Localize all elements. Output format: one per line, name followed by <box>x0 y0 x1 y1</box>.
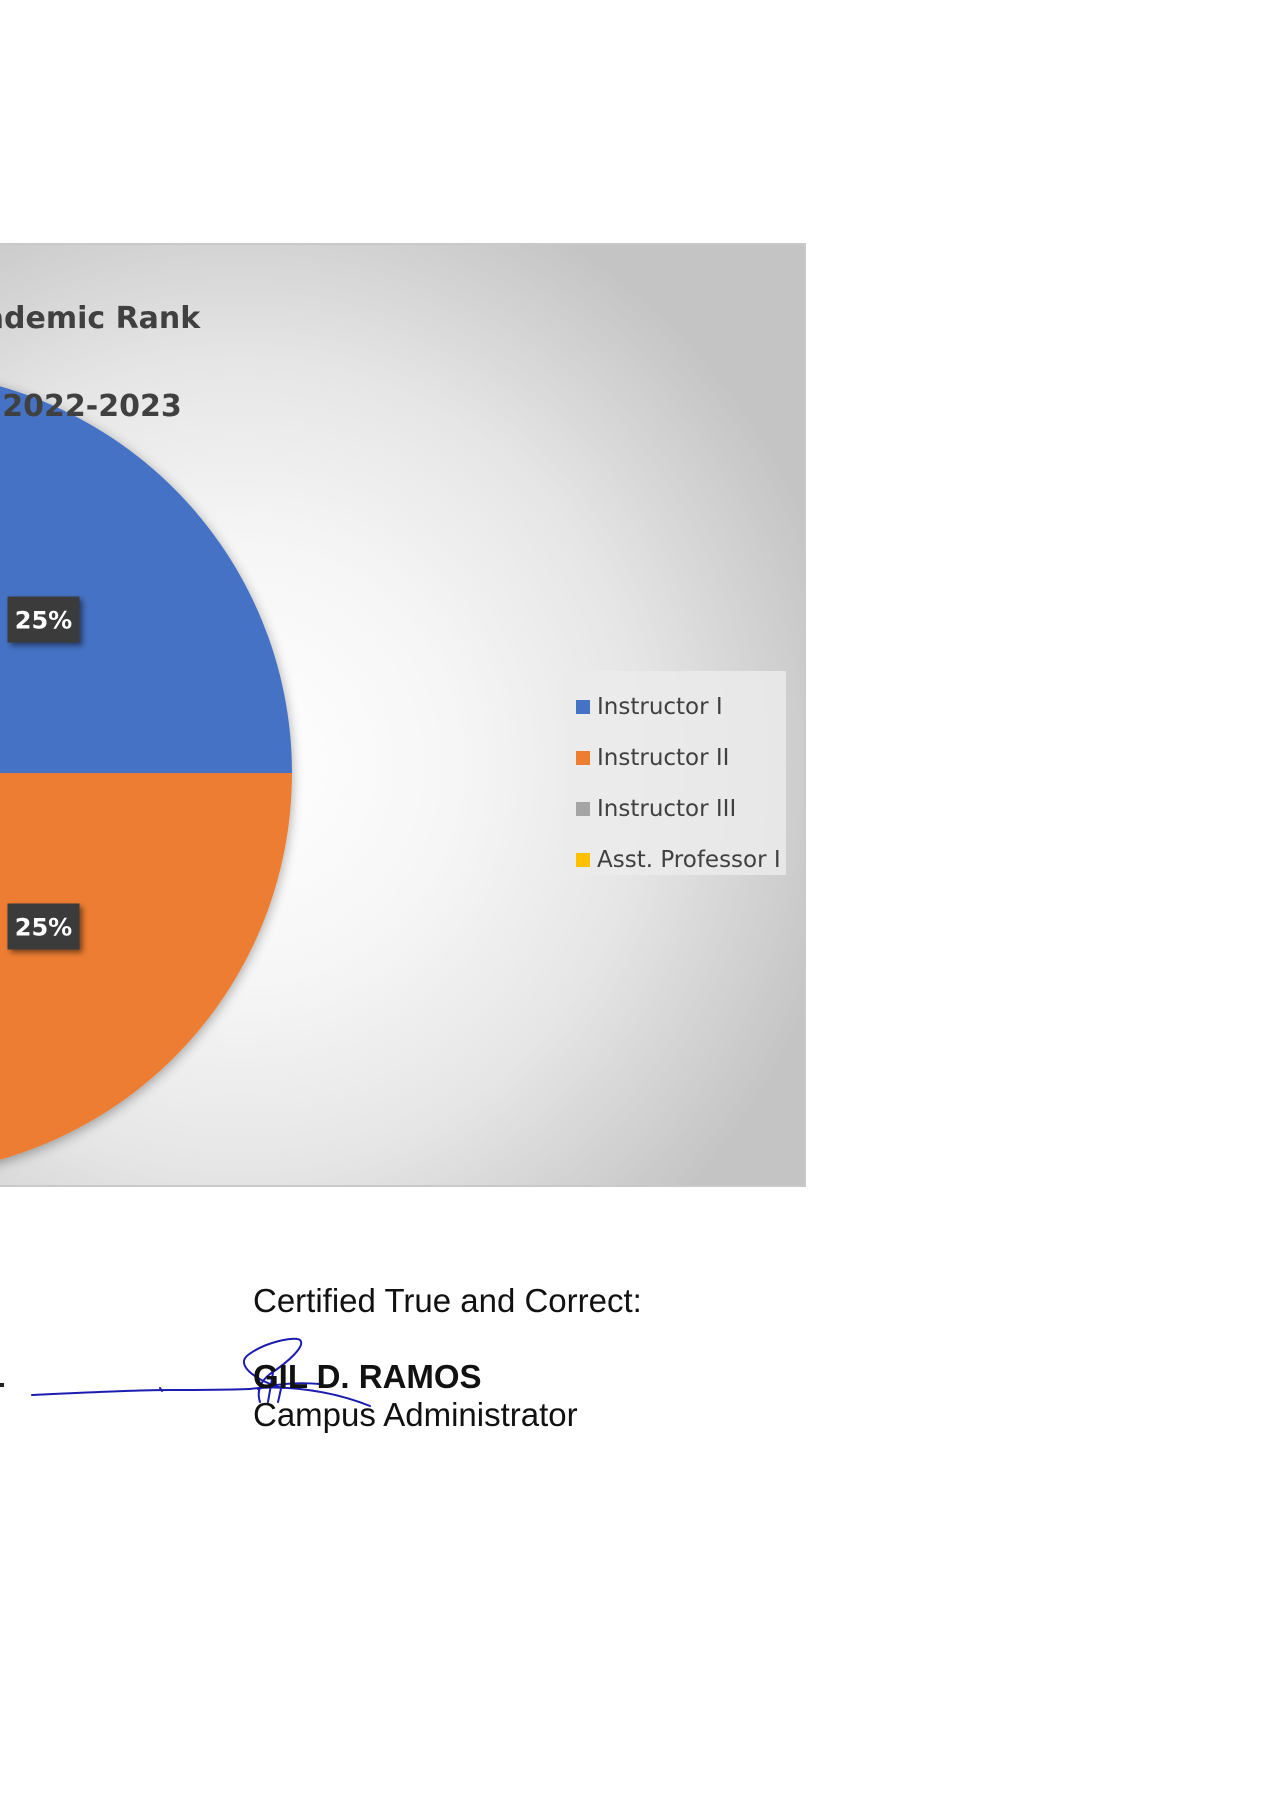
signatory-title: Campus Administrator <box>253 1396 578 1433</box>
legend-swatch-instructor-i <box>576 699 590 714</box>
signature-block: Certified True and Correct: GIL D. RAMOS… <box>0 1270 1272 1470</box>
data-label-instructor-ii: 25% <box>7 903 80 950</box>
legend-item-instructor-ii: Instructor II <box>576 732 786 783</box>
data-label-box <box>7 903 80 950</box>
data-label-instructor-i: 25% <box>7 596 80 643</box>
legend-swatch-instructor-ii <box>576 750 590 765</box>
data-label-text: 25% <box>15 913 72 941</box>
chart-title-line-2: 2022-2023 <box>2 389 182 424</box>
legend-label-instructor-ii: Instructor II <box>597 744 730 771</box>
legend-label-asst-professor-i: Asst. Professor I <box>597 846 781 873</box>
pie-chart: 25% 25% <box>0 386 292 1160</box>
handwritten-signature <box>31 1337 371 1407</box>
legend-swatch-instructor-iii <box>576 801 590 816</box>
data-label-text: 25% <box>15 607 72 635</box>
signatory-name: GIL D. RAMOS <box>253 1358 482 1395</box>
left-margin-dot <box>0 1383 4 1387</box>
chart-legend: Instructor I Instructor II Instructor II… <box>562 671 786 875</box>
legend-label-instructor-iii: Instructor III <box>597 795 737 822</box>
pie-slice-instructor-ii <box>0 773 292 1160</box>
legend-swatch-asst-professor-i <box>576 852 590 867</box>
chart-title: ademic Rank 2022-2023 <box>0 253 342 473</box>
legend-label-instructor-i: Instructor I <box>597 693 723 720</box>
legend-item-instructor-i: Instructor I <box>576 681 786 732</box>
chart-title-line-1: ademic Rank <box>0 301 201 336</box>
data-label-box <box>7 596 80 643</box>
chart-area: 25% 25% ademic Rank 2022-2023 Instructor … <box>0 243 806 1187</box>
certified-label: Certified True and Correct: <box>253 1282 642 1319</box>
legend-item-asst-professor-i: Asst. Professor I <box>576 834 786 885</box>
pie-slice-instructor-i <box>0 386 292 773</box>
legend-item-instructor-iii: Instructor III <box>576 783 786 834</box>
